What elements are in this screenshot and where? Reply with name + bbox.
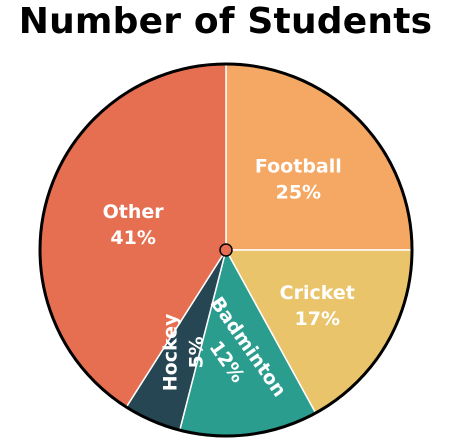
chart-title: Number of Students: [18, 1, 433, 42]
slice-label-football: Football: [255, 156, 342, 178]
slice-value-cricket: 17%: [295, 308, 340, 330]
slice-label-other: Other: [103, 201, 165, 223]
slice-value-hockey: 5%: [186, 336, 208, 368]
slice-label-group-other: Other 41%: [103, 201, 165, 249]
slice-label-group-football: Football 25%: [255, 156, 342, 204]
pie-slices: [39, 63, 413, 437]
slice-label-group-cricket: Cricket 17%: [280, 282, 355, 330]
slice-label-group-hockey: Hockey 5%: [160, 313, 208, 391]
pie-outline: [38, 62, 414, 438]
pie-center-marker: [219, 243, 233, 257]
slice-label-hockey: Hockey: [160, 313, 182, 391]
slice-label-cricket: Cricket: [280, 282, 355, 304]
slice-value-football: 25%: [276, 182, 321, 204]
slice-value-other: 41%: [110, 227, 155, 249]
